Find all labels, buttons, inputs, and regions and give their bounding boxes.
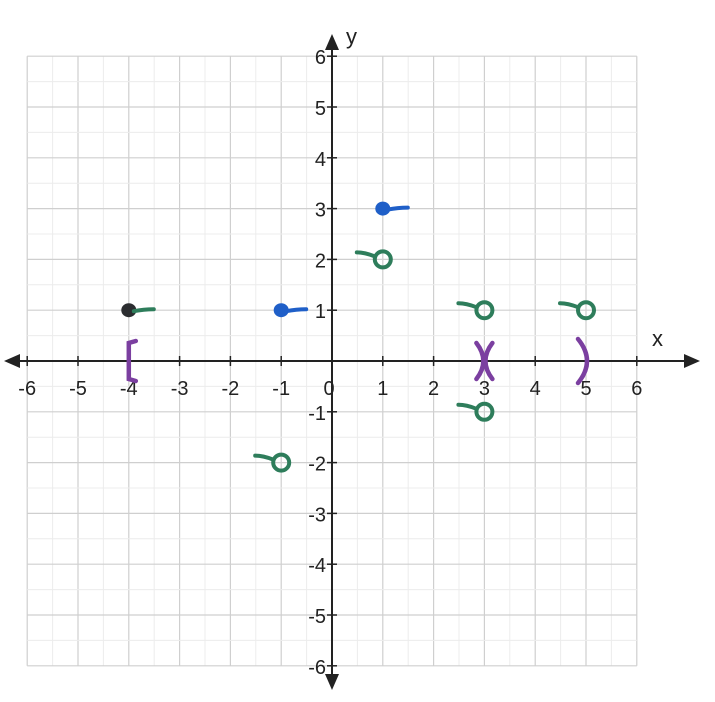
x-tick-label: 5 [580, 378, 591, 400]
x-tick-label: -4 [120, 378, 138, 400]
interval-endpoint [474, 340, 495, 382]
open-point [474, 300, 495, 321]
x-tick-label: 4 [530, 378, 541, 400]
interval-endpoint [575, 336, 590, 386]
point-tail [253, 453, 276, 462]
y-tick-label: -6 [308, 657, 326, 679]
x-tick-label: -1 [272, 378, 290, 400]
right-paren [575, 336, 590, 386]
y-axis-down-arrow [325, 674, 339, 690]
interval-endpoint [126, 338, 139, 384]
x-tick-label: -3 [171, 378, 189, 400]
y-axis-label: y [346, 24, 357, 49]
x-tick-label: 6 [631, 378, 642, 400]
y-tick-label: 4 [315, 149, 326, 171]
point-tail [131, 307, 156, 314]
open-point [576, 300, 596, 321]
y-tick-label: -4 [308, 555, 326, 577]
y-tick-label: 1 [315, 301, 326, 323]
y-axis-up-arrow [325, 34, 339, 50]
data-points [121, 201, 596, 473]
filled-point [375, 201, 391, 216]
x-axis-label: x [652, 326, 663, 351]
y-tick-label: -5 [308, 606, 326, 628]
point-tail [354, 250, 377, 259]
left-paren [483, 340, 495, 382]
y-tick-label: -1 [308, 403, 326, 425]
y-tick-label: 3 [315, 200, 326, 222]
x-axis-right-arrow [684, 354, 700, 368]
x-tick-label: -2 [222, 378, 240, 400]
tick-labels: -6 -5 -4 -3 -2 -1 0 1 2 3 4 5 6 6 5 4 3 2 1 -1 -2 -3 -4 -5 -6 [18, 47, 642, 679]
left-bracket [126, 338, 139, 384]
x-tick-label: -6 [18, 378, 36, 400]
open-point [271, 452, 292, 473]
y-tick-label: 6 [315, 47, 326, 69]
x-tick-label: 3 [479, 378, 490, 400]
y-tick-label: -3 [308, 504, 326, 526]
y-tick-label: 5 [315, 98, 326, 120]
open-point [372, 249, 393, 270]
point-tail [558, 301, 580, 310]
y-tick-label: -2 [308, 454, 326, 476]
x-axis-left-arrow [4, 354, 20, 368]
x-tick-label: 1 [377, 378, 388, 400]
x-tick-label: 2 [428, 378, 439, 400]
point-tail [456, 301, 479, 310]
open-point [474, 401, 495, 422]
filled-point [121, 303, 137, 318]
x-tick-label: 0 [323, 378, 334, 400]
point-tail [385, 205, 410, 212]
filled-point [273, 303, 289, 318]
y-tick-label: 2 [315, 250, 326, 272]
x-tick-label: -5 [69, 378, 87, 400]
point-tail [284, 307, 309, 314]
point-tail [456, 402, 479, 411]
